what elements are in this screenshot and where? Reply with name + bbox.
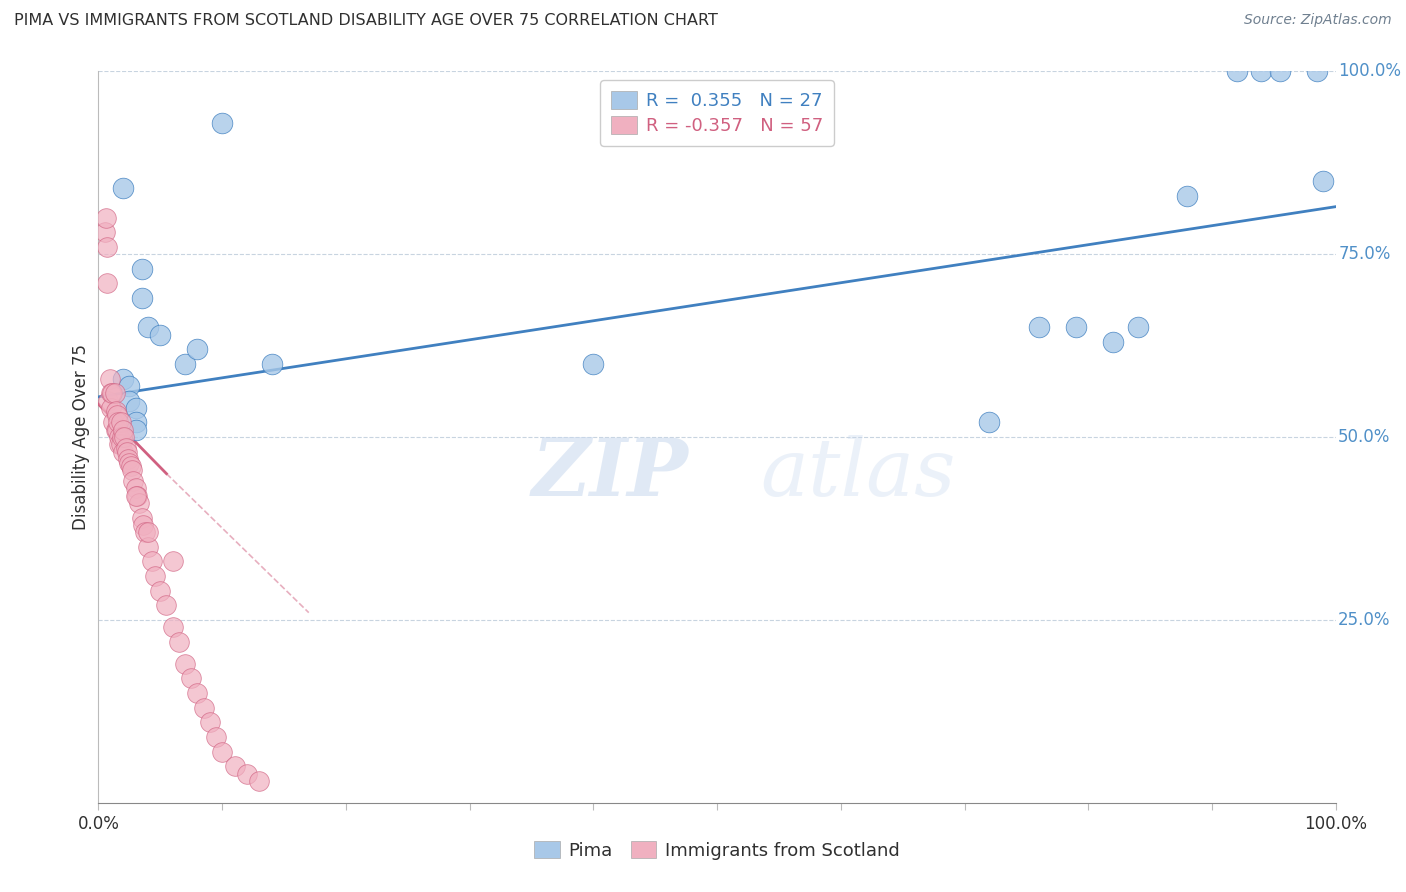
Point bbox=[111, 430, 134, 444]
Point bbox=[131, 291, 153, 305]
Point bbox=[174, 357, 197, 371]
Text: PIMA VS IMMIGRANTS FROM SCOTLAND DISABILITY AGE OVER 75 CORRELATION CHART: PIMA VS IMMIGRANTS FROM SCOTLAND DISABIL… bbox=[14, 13, 718, 29]
Point bbox=[124, 481, 146, 495]
Point bbox=[149, 583, 172, 598]
Point bbox=[186, 686, 208, 700]
Point bbox=[1268, 64, 1291, 78]
Point bbox=[118, 456, 141, 470]
Point bbox=[107, 416, 129, 430]
Point bbox=[1126, 320, 1149, 334]
Point bbox=[131, 510, 153, 524]
Point bbox=[110, 437, 132, 451]
Point bbox=[112, 423, 135, 437]
Point bbox=[149, 327, 172, 342]
Text: 50.0%: 50.0% bbox=[1339, 428, 1391, 446]
Point bbox=[101, 386, 124, 401]
Point bbox=[236, 766, 259, 780]
Point bbox=[108, 437, 131, 451]
Text: atlas: atlas bbox=[761, 435, 956, 512]
Point bbox=[118, 393, 141, 408]
Point bbox=[143, 569, 166, 583]
Text: 75.0%: 75.0% bbox=[1339, 245, 1391, 263]
Point bbox=[121, 463, 143, 477]
Legend: R =  0.355   N = 27, R = -0.357   N = 57: R = 0.355 N = 27, R = -0.357 N = 57 bbox=[600, 80, 834, 146]
Point bbox=[112, 371, 135, 385]
Point bbox=[100, 386, 122, 401]
Point bbox=[112, 444, 135, 458]
Point bbox=[205, 730, 228, 744]
Point bbox=[1250, 64, 1272, 78]
Point bbox=[141, 554, 163, 568]
Point bbox=[110, 416, 132, 430]
Point bbox=[979, 416, 1001, 430]
Point bbox=[136, 320, 159, 334]
Point bbox=[162, 620, 184, 634]
Point bbox=[211, 115, 233, 129]
Point bbox=[118, 379, 141, 393]
Point bbox=[115, 444, 138, 458]
Point bbox=[98, 371, 121, 385]
Point bbox=[167, 635, 190, 649]
Point bbox=[108, 430, 131, 444]
Point bbox=[136, 525, 159, 540]
Point bbox=[104, 404, 127, 418]
Point bbox=[155, 599, 177, 613]
Point bbox=[131, 261, 153, 276]
Point bbox=[1028, 320, 1050, 334]
Point bbox=[193, 700, 215, 714]
Text: ZIP: ZIP bbox=[531, 435, 689, 512]
Point bbox=[96, 277, 118, 291]
Point bbox=[103, 416, 125, 430]
Point bbox=[162, 554, 184, 568]
Point bbox=[1312, 174, 1334, 188]
Point bbox=[125, 489, 148, 503]
Point bbox=[104, 423, 127, 437]
Point bbox=[100, 401, 122, 415]
Point bbox=[112, 430, 135, 444]
Point bbox=[122, 474, 145, 488]
Text: 25.0%: 25.0% bbox=[1339, 611, 1391, 629]
Point bbox=[1064, 320, 1087, 334]
Point bbox=[1306, 64, 1329, 78]
Point bbox=[180, 672, 202, 686]
Point bbox=[186, 343, 208, 357]
Point bbox=[582, 357, 605, 371]
Point bbox=[117, 452, 139, 467]
Point bbox=[124, 423, 146, 437]
Point bbox=[134, 525, 156, 540]
Point bbox=[114, 441, 136, 455]
Point bbox=[132, 517, 155, 532]
Text: Source: ZipAtlas.com: Source: ZipAtlas.com bbox=[1244, 13, 1392, 28]
Point bbox=[124, 401, 146, 415]
Point bbox=[1175, 188, 1198, 202]
Point bbox=[105, 423, 128, 437]
Text: 100.0%: 100.0% bbox=[1339, 62, 1402, 80]
Y-axis label: Disability Age Over 75: Disability Age Over 75 bbox=[72, 344, 90, 530]
Point bbox=[128, 496, 150, 510]
Point bbox=[124, 416, 146, 430]
Point bbox=[136, 540, 159, 554]
Point bbox=[211, 745, 233, 759]
Point bbox=[97, 393, 120, 408]
Point bbox=[224, 759, 246, 773]
Point bbox=[120, 459, 142, 474]
Point bbox=[260, 357, 283, 371]
Point bbox=[94, 211, 117, 225]
Point bbox=[105, 408, 128, 422]
Point bbox=[174, 657, 197, 671]
Point bbox=[124, 489, 146, 503]
Point bbox=[103, 386, 125, 401]
Point bbox=[1102, 334, 1125, 349]
Point bbox=[198, 715, 221, 730]
Point bbox=[247, 773, 270, 788]
Point bbox=[1226, 64, 1249, 78]
Point bbox=[93, 225, 115, 239]
Point bbox=[112, 181, 135, 195]
Point bbox=[96, 240, 118, 254]
